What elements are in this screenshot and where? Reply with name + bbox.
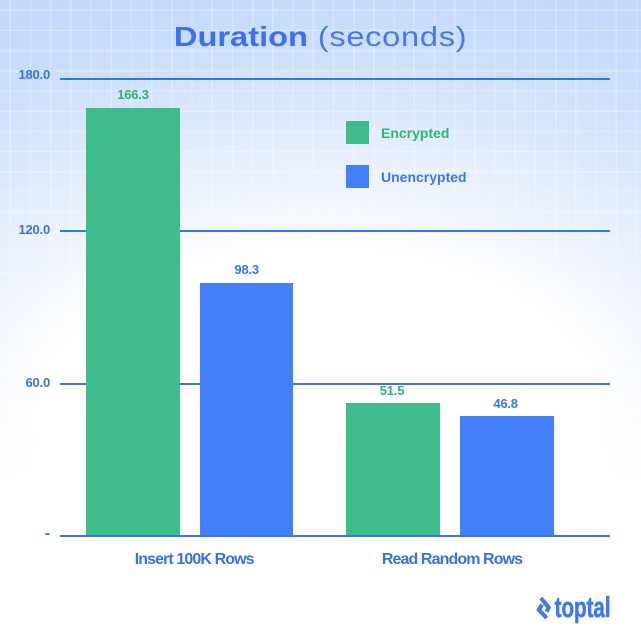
svg-text:toptal: toptal — [555, 592, 611, 624]
